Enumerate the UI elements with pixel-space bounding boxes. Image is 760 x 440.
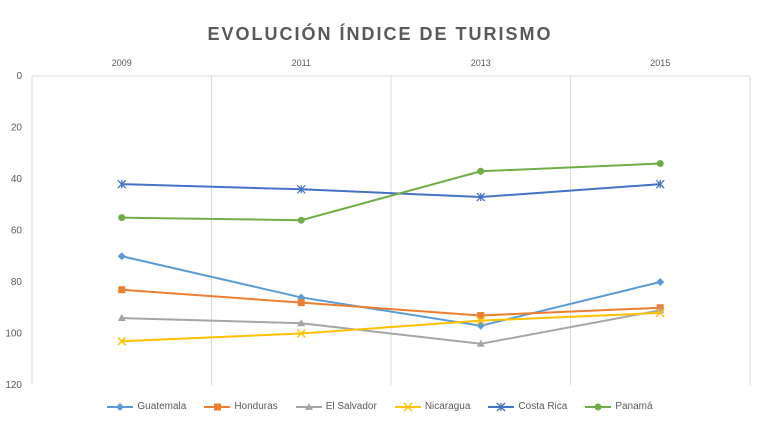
data-point-honduras	[118, 286, 126, 294]
legend-swatch	[585, 403, 612, 410]
data-point-panama	[297, 216, 305, 224]
data-point-el-salvador	[476, 339, 485, 347]
y-tick-label: 80	[11, 277, 23, 288]
legend-swatch	[295, 402, 322, 410]
y-tick-label: 40	[11, 174, 23, 185]
legend-item-guatemala: Guatemala	[107, 401, 186, 412]
legend-item-honduras: Honduras	[204, 401, 278, 412]
y-tick-label: 20	[11, 123, 23, 134]
data-point-nicaragua	[655, 308, 665, 318]
x-tick-label: 2011	[292, 58, 311, 68]
data-point-panama	[477, 167, 485, 175]
data-point-el-salvador	[117, 314, 126, 322]
series-line-nicaragua	[121, 311, 661, 343]
data-point-costa-rica	[117, 179, 127, 189]
x-tick-label: 2013	[471, 58, 491, 68]
series-line-panama	[121, 162, 661, 222]
legend-label: Nicaragua	[424, 401, 471, 412]
x-tick-label: 2009	[112, 58, 132, 68]
series-line-honduras	[121, 288, 661, 317]
legend-label: Honduras	[234, 401, 278, 412]
data-point-guatemala	[476, 321, 485, 330]
legend-label: El Salvador	[325, 401, 377, 412]
legend-label: Panamá	[615, 401, 653, 412]
legend-item-el-salvador: El Salvador	[295, 401, 377, 412]
data-point-honduras	[297, 299, 305, 307]
data-point-panama	[656, 160, 664, 168]
legend-item-costa-rica: Costa Rica	[488, 401, 567, 412]
series-line-el-salvador	[121, 309, 661, 345]
y-tick-label: 0	[16, 71, 22, 82]
legend-item-nicaragua: Nicaragua	[394, 401, 471, 412]
legend: Guatemala Honduras El Salvador Nicaragua Cos…	[0, 401, 760, 412]
legend-label: Costa Rica	[518, 401, 568, 412]
y-tick-label: 120	[5, 380, 22, 391]
series-line-costa-rica	[121, 183, 661, 199]
y-tick-label: 60	[11, 226, 23, 237]
data-point-el-salvador	[297, 319, 306, 327]
legend-swatch	[488, 402, 515, 411]
x-tick-label: 2015	[650, 58, 670, 68]
data-point-nicaragua	[296, 328, 306, 339]
data-point-costa-rica	[296, 184, 306, 194]
data-point-costa-rica	[476, 192, 486, 202]
legend-label: Guatemala	[137, 401, 187, 412]
data-point-nicaragua	[117, 336, 127, 346]
chart-title: EVOLUCIÓN ÍNDICE DE TURISMO	[207, 24, 553, 44]
y-tick-label: 100	[5, 329, 22, 340]
data-point-costa-rica	[655, 179, 665, 189]
legend-swatch	[204, 403, 231, 410]
data-point-panama	[118, 214, 126, 222]
data-point-honduras	[477, 311, 485, 319]
legend-swatch	[394, 401, 421, 412]
series-line-guatemala	[121, 255, 661, 327]
data-point-guatemala	[656, 278, 665, 286]
data-point-guatemala	[117, 252, 126, 261]
data-point-nicaragua	[476, 316, 486, 326]
legend-swatch	[107, 402, 134, 411]
legend-item-panama: Panamá	[585, 401, 653, 412]
